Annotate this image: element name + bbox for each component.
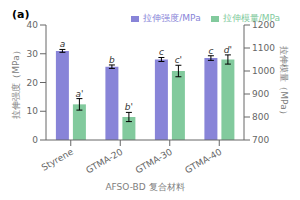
svg-text:800: 800	[252, 112, 269, 122]
svg-text:c: c	[208, 46, 213, 56]
svg-text:GTMA-30: GTMA-30	[134, 146, 174, 175]
svg-text:c': c'	[175, 55, 182, 65]
svg-text:40: 40	[27, 20, 39, 30]
svg-text:GTMA-20: GTMA-20	[84, 146, 124, 175]
svg-text:30: 30	[27, 49, 39, 59]
svg-text:c: c	[159, 47, 164, 57]
svg-text:a: a	[60, 39, 66, 49]
svg-text:1100: 1100	[252, 43, 275, 53]
svg-text:d': d'	[224, 45, 232, 55]
svg-text:1200: 1200	[252, 20, 275, 30]
svg-text:Styrene: Styrene	[40, 146, 76, 172]
svg-text:20: 20	[27, 78, 39, 88]
svg-text:700: 700	[252, 135, 269, 145]
svg-text:b': b'	[125, 102, 133, 112]
svg-text:1000: 1000	[252, 66, 275, 76]
svg-text:GTMA-40: GTMA-40	[183, 146, 223, 175]
html-text:拉伸强度/MPa: 拉伸强度/MPa	[143, 13, 201, 23]
svg-text:0: 0	[32, 135, 38, 145]
svg-text:AFSO-BD 复合材料: AFSO-BD 复合材料	[105, 182, 184, 192]
svg-text:b: b	[109, 55, 115, 65]
svg-text:a': a'	[75, 89, 83, 99]
svg-text:拉伸强度（MPa）: 拉伸强度（MPa）	[11, 46, 21, 118]
html-text:拉伸模量/MPa: 拉伸模量/MPa	[222, 13, 280, 23]
html-text:(a): (a)	[12, 8, 30, 21]
svg-text:10: 10	[27, 106, 39, 116]
svg-text:拉伸模量（MPa）: 拉伸模量（MPa）	[279, 46, 289, 118]
svg-text:900: 900	[252, 89, 269, 99]
